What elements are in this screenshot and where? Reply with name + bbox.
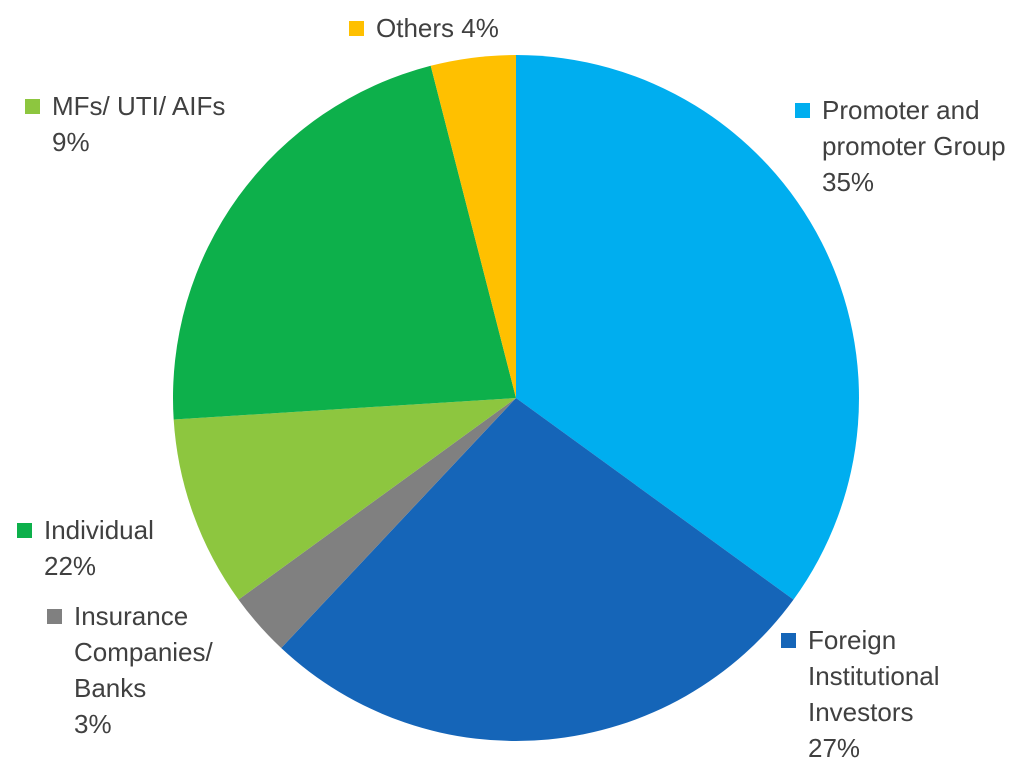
pie-slice [281, 398, 794, 742]
pie-slice [516, 55, 860, 600]
label-value: 9% [52, 127, 90, 157]
legend-marker [781, 633, 796, 648]
data-label: Others 4% [349, 10, 499, 46]
label-value: 3% [74, 709, 112, 739]
data-label: Promoter and promoter Group 35% [795, 92, 1020, 200]
data-label: MFs/ UTI/ AIFs 9% [25, 88, 226, 160]
label-value: 4% [461, 13, 499, 43]
pie-slice [173, 398, 517, 600]
label-name: Insurance Companies/ Banks [74, 601, 213, 703]
data-label: Insurance Companies/ Banks 3% [47, 598, 224, 742]
data-label: Individual 22% [17, 512, 154, 584]
pie-slice [238, 398, 516, 649]
legend-marker [25, 99, 40, 114]
legend-marker [349, 21, 364, 36]
label-value: 22% [44, 551, 97, 581]
label-value: 35% [822, 167, 875, 197]
legend-marker [47, 609, 62, 624]
label-name: MFs/ UTI/ AIFs [52, 91, 226, 121]
label-name: Foreign Institutional Investors [808, 625, 940, 727]
legend-marker [17, 523, 32, 538]
label-name: Promoter and promoter Group [822, 95, 1006, 161]
legend-marker [795, 103, 810, 118]
label-name: Others [376, 13, 455, 43]
pie-slice [430, 55, 516, 398]
label-name: Individual [44, 515, 154, 545]
label-value: 27% [808, 733, 861, 761]
data-label: Foreign Institutional Investors 27% [781, 622, 978, 761]
pie-slice [173, 65, 516, 420]
